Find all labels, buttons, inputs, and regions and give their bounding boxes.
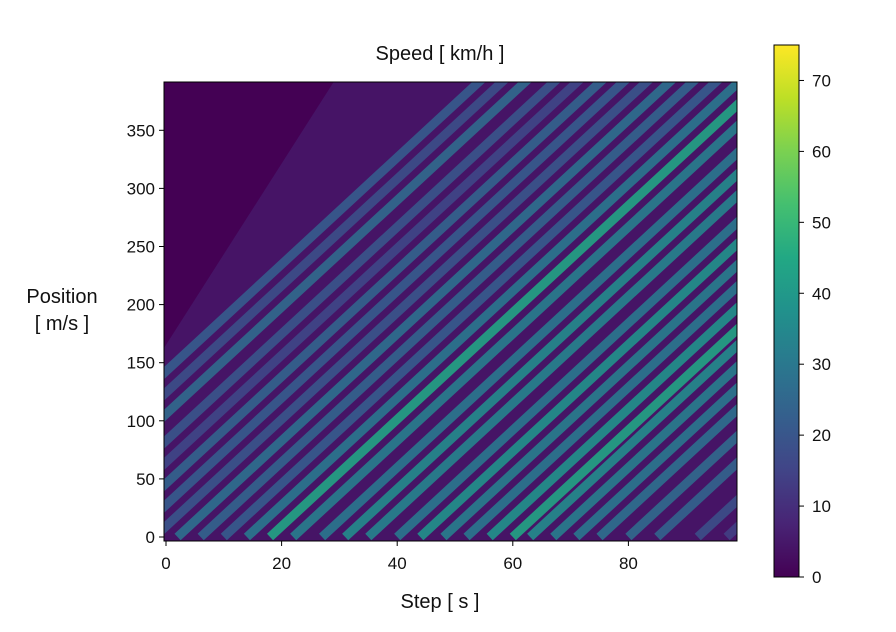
y-axis-label-line2: [ m/s ] [35,313,89,335]
y-tick-label: 350 [127,121,155,140]
heatmap-streak [243,82,737,541]
empty-region [164,82,334,348]
heatmap-streak [164,82,630,513]
heatmap-streak [723,521,737,541]
heatmap-streak [625,430,737,541]
heatmap-streak [365,189,737,541]
heatmap-streak [319,147,737,541]
heatmap-streak [164,82,584,471]
y-tick-label: 300 [127,179,155,198]
colorbar-tick-label: 0 [812,568,821,587]
heatmap-streak [197,82,700,541]
colorbar-tick-label: 20 [812,426,831,445]
colorbar-axis: 0 10 20 30 40 50 60 70 [799,71,831,587]
plot-frame [163,81,738,542]
heatmap-streak [394,216,737,541]
heatmap-streak [266,99,737,541]
colorbar-tick-label: 50 [812,213,831,232]
colorbar-tick-label: 30 [812,355,831,374]
heatmap-streak [596,403,737,541]
heatmap-streak [342,168,737,541]
heatmap-streak [164,82,654,535]
y-tick-label: 150 [127,354,155,373]
chart-title: Speed [ km/h ] [376,43,505,65]
x-tick-label: 40 [388,554,407,573]
x-axis: 0 20 40 60 80 [161,541,638,573]
x-tick-label: 0 [161,554,170,573]
heatmap [164,82,737,541]
heatmap-streak [220,82,723,541]
heatmap-streak [290,120,737,541]
colorbar-tick-label: 70 [812,71,831,90]
x-tick-label: 20 [272,554,291,573]
x-tick-label: 60 [503,554,522,573]
heatmap-streak [509,323,737,541]
heatmap-streak [174,82,677,541]
heatmap-streak [527,339,737,541]
heatmap-streak [573,382,737,541]
x-axis-label: Step [ s ] [401,591,480,613]
y-tick-label: 0 [146,528,155,547]
heatmap-streak [164,82,607,492]
colorbar-tick-label: 60 [812,142,831,161]
x-tick-label: 80 [619,554,638,573]
heatmap-streak [463,280,737,541]
heatmap-streak [417,238,737,541]
y-tick-label: 250 [127,237,155,256]
heatmap-streak [486,302,737,541]
heatmap-streak [164,82,532,423]
y-tick-label: 100 [127,412,155,431]
heatmap-streak [164,82,509,401]
heatmap-streak [164,82,561,449]
heatmap-streak [164,82,486,380]
heatmap-streak [550,360,737,541]
heatmap-streak [440,259,737,541]
y-axis: 0 50 100 150 200 250 300 350 [127,121,164,547]
colorbar-tick-label: 10 [812,497,831,516]
colorbar-tick-label: 40 [812,284,831,303]
y-tick-label: 200 [127,296,155,315]
y-tick-label: 50 [136,470,155,489]
colorbar [773,44,800,578]
y-axis-label-line1: Position [26,286,97,308]
